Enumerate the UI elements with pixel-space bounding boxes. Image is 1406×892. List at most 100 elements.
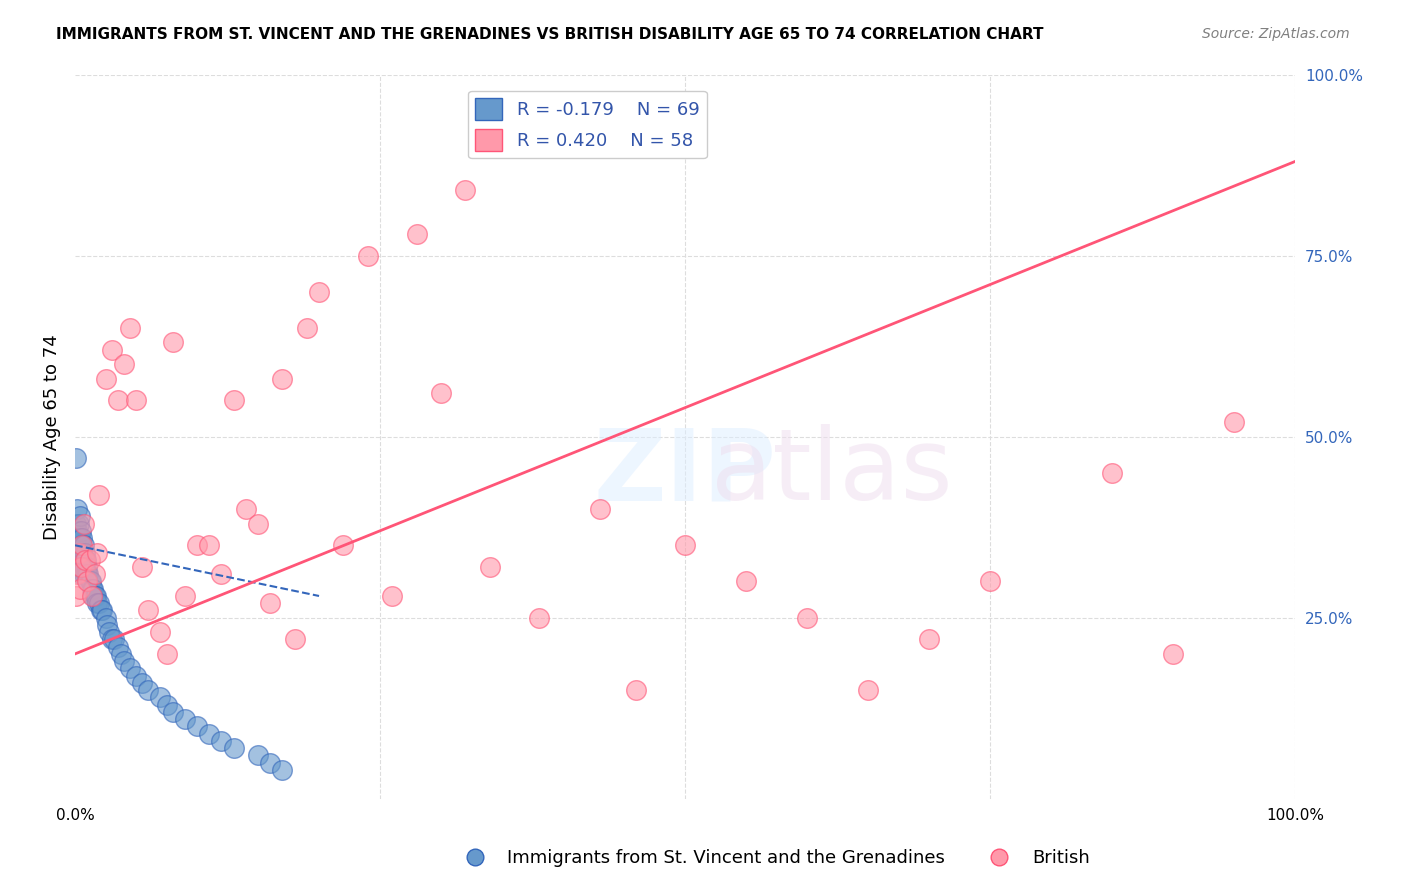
Immigrants from St. Vincent and the Grenadines — [77, 567, 100, 582]
Y-axis label: Disability Age 65 to 74: Disability Age 65 to 74 — [44, 334, 60, 540]
British — [86, 545, 108, 559]
Immigrants from St. Vincent and the Grenadines — [118, 661, 141, 675]
British — [155, 647, 177, 661]
Immigrants from St. Vincent and the Grenadines — [77, 574, 100, 589]
Immigrants from St. Vincent and the Grenadines — [198, 726, 221, 740]
British — [405, 227, 427, 241]
Immigrants from St. Vincent and the Grenadines — [83, 589, 105, 603]
Immigrants from St. Vincent and the Grenadines — [90, 603, 112, 617]
British — [503, 140, 526, 154]
Immigrants from St. Vincent and the Grenadines — [247, 748, 270, 763]
British — [918, 632, 941, 647]
Immigrants from St. Vincent and the Grenadines — [70, 538, 93, 552]
British — [222, 393, 245, 408]
Immigrants from St. Vincent and the Grenadines — [149, 690, 172, 705]
British — [131, 560, 153, 574]
Immigrants from St. Vincent and the Grenadines — [69, 531, 91, 545]
British — [112, 357, 135, 371]
Immigrants from St. Vincent and the Grenadines — [66, 524, 89, 538]
Immigrants from St. Vincent and the Grenadines — [65, 451, 87, 466]
British — [357, 249, 380, 263]
Immigrants from St. Vincent and the Grenadines — [65, 516, 87, 531]
British — [198, 538, 221, 552]
Immigrants from St. Vincent and the Grenadines — [65, 531, 87, 545]
Immigrants from St. Vincent and the Grenadines — [110, 647, 132, 661]
Immigrants from St. Vincent and the Grenadines — [80, 574, 103, 589]
British — [94, 372, 117, 386]
British — [259, 596, 281, 610]
British — [70, 560, 93, 574]
Immigrants from St. Vincent and the Grenadines — [73, 545, 96, 559]
Immigrants from St. Vincent and the Grenadines — [162, 705, 184, 719]
Immigrants from St. Vincent and the Grenadines — [72, 553, 94, 567]
Immigrants from St. Vincent and the Grenadines — [155, 698, 177, 712]
Immigrants from St. Vincent and the Grenadines — [70, 553, 93, 567]
Immigrants from St. Vincent and the Grenadines — [69, 560, 91, 574]
British — [72, 516, 94, 531]
British — [72, 538, 94, 552]
Immigrants from St. Vincent and the Grenadines — [112, 654, 135, 668]
Immigrants from St. Vincent and the Grenadines — [125, 668, 148, 682]
Immigrants from St. Vincent and the Grenadines — [84, 589, 107, 603]
Immigrants from St. Vincent and the Grenadines — [72, 538, 94, 552]
British — [66, 567, 89, 582]
British — [136, 603, 159, 617]
Immigrants from St. Vincent and the Grenadines — [173, 712, 195, 726]
British — [271, 372, 294, 386]
Immigrants from St. Vincent and the Grenadines — [86, 596, 108, 610]
British — [89, 487, 111, 501]
Immigrants from St. Vincent and the Grenadines — [69, 545, 91, 559]
Immigrants from St. Vincent and the Grenadines — [259, 756, 281, 770]
Immigrants from St. Vincent and the Grenadines — [70, 567, 93, 582]
British — [1223, 415, 1246, 429]
British — [430, 386, 453, 401]
British — [796, 610, 818, 624]
British — [856, 683, 879, 698]
Immigrants from St. Vincent and the Grenadines — [76, 567, 98, 582]
Immigrants from St. Vincent and the Grenadines — [82, 582, 104, 596]
Immigrants from St. Vincent and the Grenadines — [73, 560, 96, 574]
Immigrants from St. Vincent and the Grenadines — [82, 589, 104, 603]
Immigrants from St. Vincent and the Grenadines — [65, 538, 87, 552]
Immigrants from St. Vincent and the Grenadines — [136, 683, 159, 698]
British — [65, 589, 87, 603]
Immigrants from St. Vincent and the Grenadines — [70, 524, 93, 538]
Immigrants from St. Vincent and the Grenadines — [75, 553, 97, 567]
British — [186, 538, 208, 552]
Immigrants from St. Vincent and the Grenadines — [72, 531, 94, 545]
British — [381, 589, 404, 603]
British — [107, 393, 129, 408]
Immigrants from St. Vincent and the Grenadines — [67, 531, 90, 545]
British — [173, 589, 195, 603]
British — [332, 538, 354, 552]
Immigrants from St. Vincent and the Grenadines — [72, 545, 94, 559]
British — [149, 625, 172, 640]
British — [247, 516, 270, 531]
Immigrants from St. Vincent and the Grenadines — [94, 610, 117, 624]
Immigrants from St. Vincent and the Grenadines — [66, 538, 89, 552]
Immigrants from St. Vincent and the Grenadines — [72, 567, 94, 582]
British — [454, 183, 477, 197]
British — [118, 321, 141, 335]
Immigrants from St. Vincent and the Grenadines — [67, 560, 90, 574]
British — [527, 610, 550, 624]
Immigrants from St. Vincent and the Grenadines — [66, 502, 89, 516]
British — [69, 582, 91, 596]
British — [67, 545, 90, 559]
Legend: R = -0.179    N = 69, R = 0.420    N = 58: R = -0.179 N = 69, R = 0.420 N = 58 — [468, 91, 707, 158]
British — [83, 567, 105, 582]
Immigrants from St. Vincent and the Grenadines — [96, 618, 118, 632]
British — [235, 502, 257, 516]
Immigrants from St. Vincent and the Grenadines — [98, 625, 121, 640]
Immigrants from St. Vincent and the Grenadines — [76, 560, 98, 574]
Immigrants from St. Vincent and the Grenadines — [67, 545, 90, 559]
Immigrants from St. Vincent and the Grenadines — [69, 509, 91, 524]
British — [1161, 647, 1184, 661]
British — [73, 553, 96, 567]
British — [100, 343, 122, 357]
British — [79, 553, 101, 567]
British — [478, 560, 501, 574]
Text: IMMIGRANTS FROM ST. VINCENT AND THE GRENADINES VS BRITISH DISABILITY AGE 65 TO 7: IMMIGRANTS FROM ST. VINCENT AND THE GREN… — [56, 27, 1043, 42]
Immigrants from St. Vincent and the Grenadines — [107, 640, 129, 654]
British — [295, 321, 318, 335]
